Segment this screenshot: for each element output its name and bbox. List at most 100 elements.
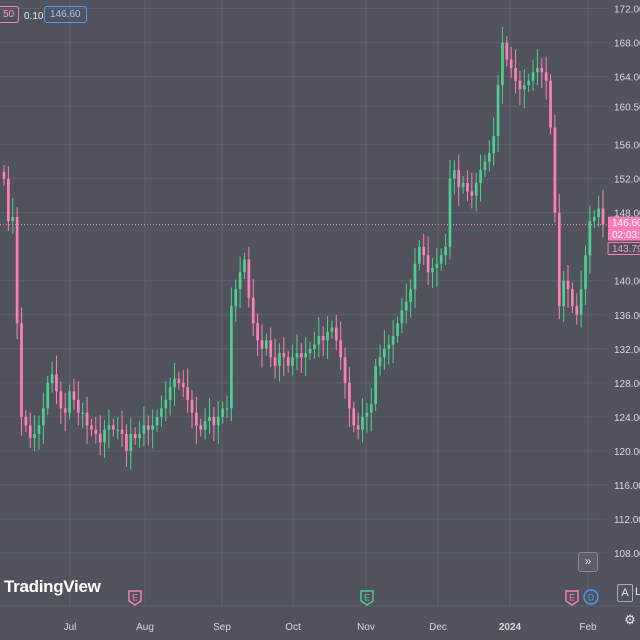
candle [282,337,286,377]
candle [107,409,111,449]
scroll-to-realtime-button[interactable]: » [578,552,598,572]
candle [308,342,312,360]
candle [409,279,412,318]
candle [243,252,246,280]
candle [203,408,207,440]
candle [431,258,434,288]
candle [365,402,369,433]
candle [195,396,198,445]
candle [146,415,150,446]
candle [579,270,583,328]
candle [400,297,404,334]
candle [522,69,526,109]
candle [208,398,211,434]
candle [103,419,106,459]
candle [216,401,220,445]
price-tick-label: 140.00 [614,277,640,288]
candle [383,330,386,371]
price-axis[interactable] [607,0,640,570]
candle [584,245,587,305]
candle [501,26,504,104]
candle [299,343,303,374]
settings-button[interactable]: ⚙ [622,612,638,628]
candle [466,170,469,202]
candle [461,176,465,194]
candle [286,350,290,373]
candle [588,205,592,274]
candle [15,207,19,340]
candle [601,189,605,238]
log-scale-button[interactable]: L [634,584,640,600]
time-axis[interactable] [0,606,640,640]
candle [269,327,273,368]
price-tick-label: 156.00 [614,141,640,152]
candle [487,140,491,172]
candle [76,381,80,426]
candle [413,247,417,308]
price-tick-label: 128.00 [614,379,640,390]
candle [199,418,203,437]
svg-text:E: E [569,593,575,603]
price-tick-label: 172.00 [614,5,640,16]
candle [544,56,548,100]
logo-text: TradingView [4,577,101,596]
candle [444,233,447,266]
candle [221,401,224,424]
double-chevron-right-icon: » [584,554,592,568]
candle [142,406,146,447]
earnings-marker[interactable]: E [128,590,142,606]
price-tick-label: 152.00 [614,175,640,186]
earnings-marker[interactable]: E [360,590,374,606]
candle [72,378,76,410]
svg-text:146.60: 146.60 [612,218,640,229]
time-tick-label: Nov [357,622,375,633]
candle [160,395,163,427]
candle [173,362,176,406]
auto-scale-label: A [621,587,629,599]
candle [426,236,430,285]
auto-scale-button[interactable]: A [617,584,633,602]
price-tick-label: 160.50 [614,102,640,113]
price-tick-label: 120.00 [614,447,640,458]
candle [37,415,41,450]
price-tick-label: 108.00 [614,549,640,560]
candle [356,412,360,440]
candle [28,412,32,448]
candle [483,154,487,177]
earnings-marker[interactable]: E [565,590,579,606]
candle [85,396,89,445]
candle [452,160,456,195]
candle [334,314,338,351]
candle [418,239,421,271]
log-scale-label: L [634,586,640,598]
candle [98,415,102,456]
ask-price-badge[interactable]: 146.60 [44,6,87,23]
candle [518,71,522,106]
candle [247,246,251,308]
price-tick-label: 136.00 [614,311,640,322]
candle [404,283,408,324]
price-tick-label: 164.00 [614,73,640,84]
dividend-marker[interactable]: D [583,589,599,605]
partial-price-badge[interactable]: 50 [0,6,20,23]
candle [321,326,325,357]
svg-text:143.79: 143.79 [612,244,640,255]
candle [138,421,141,448]
candle [317,317,321,358]
candle [343,347,347,399]
time-tick-label: Feb [579,622,597,633]
tradingview-logo[interactable]: TradingView [4,577,101,597]
candle [391,320,395,364]
candle [256,313,259,357]
candle [20,307,23,436]
prev-price-label: 143.79 [607,242,640,255]
candle [474,173,478,212]
candle [330,320,334,339]
candle [514,49,517,94]
last-price-label: 146.60 [608,216,640,229]
candle [378,344,382,376]
candle [55,355,58,405]
